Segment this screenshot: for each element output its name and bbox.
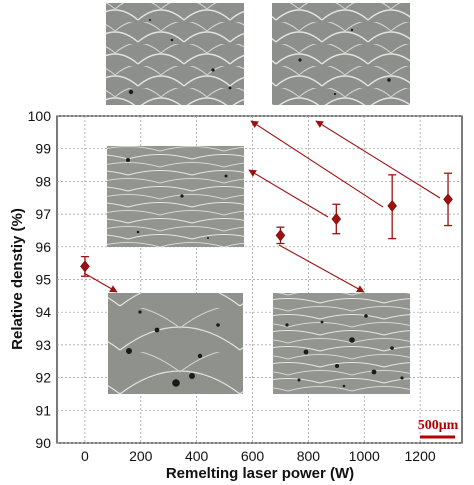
- micrograph-inset-lower-right: [273, 293, 410, 394]
- data-point: [275, 229, 286, 242]
- x-axis-ticks: 0 200 400 600 800 1000 1200: [81, 448, 436, 464]
- y-tick-label: 96: [35, 239, 51, 255]
- arrow-700w: [278, 244, 365, 293]
- x-tick-label: 600: [241, 448, 265, 464]
- x-tick-label: 800: [297, 448, 321, 464]
- data-point: [387, 199, 397, 212]
- x-axis-label: Remelting laser power (W): [166, 465, 354, 482]
- y-tick-label: 99: [35, 141, 51, 157]
- x-tick-label: 400: [185, 448, 209, 464]
- x-tick-label: 200: [129, 448, 153, 464]
- scale-bar-label: 500μm: [418, 418, 459, 433]
- data-point: [331, 213, 342, 225]
- y-tick-label: 97: [35, 206, 51, 222]
- x-tick-label: 1000: [349, 448, 380, 464]
- y-axis-ticks: 90 91 92 93 94 95 96 97 98 99 100: [28, 108, 52, 451]
- arrow-0w: [83, 272, 118, 293]
- micrograph-inset-upper: [107, 146, 244, 247]
- y-tick-label: 92: [35, 370, 51, 386]
- data-series: [80, 172, 453, 277]
- y-tick-label: 91: [35, 402, 51, 418]
- y-tick-label: 90: [35, 435, 51, 451]
- arrow-1300w: [315, 120, 441, 199]
- x-tick-label: 0: [81, 448, 89, 464]
- y-tick-label: 98: [35, 173, 51, 189]
- micrograph-top-left: [106, 3, 244, 105]
- y-tick-label: 95: [35, 272, 51, 288]
- y-tick-label: 94: [35, 304, 51, 320]
- y-axis-label: Relative denstiy (%): [9, 208, 26, 350]
- data-point: [443, 193, 453, 206]
- y-tick-label: 100: [28, 108, 52, 124]
- x-tick-label: 1200: [405, 448, 436, 464]
- scale-bar: 500μm: [418, 418, 459, 439]
- micrograph-top-right: [272, 3, 410, 105]
- arrow-1100w: [250, 120, 384, 208]
- data-point: [80, 260, 90, 273]
- micrograph-inset-lower-left: [108, 293, 243, 394]
- arrow-900w: [248, 169, 329, 218]
- connector-arrows: [83, 120, 441, 293]
- y-tick-label: 93: [35, 337, 51, 353]
